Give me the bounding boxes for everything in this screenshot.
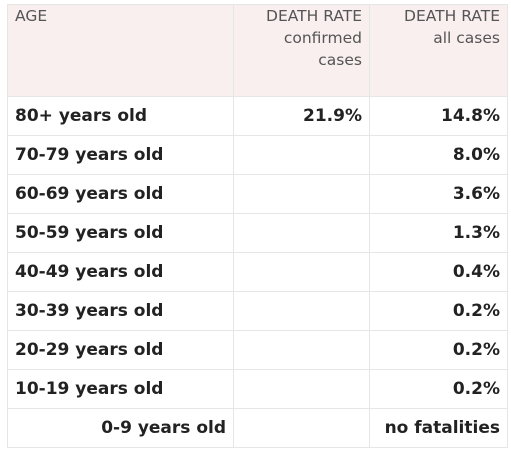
- header-confirmed-line-2: confirmed: [283, 29, 362, 47]
- age-cell: 30-39 years old: [7, 291, 234, 331]
- all-rate-cell: 1.3%: [369, 213, 508, 253]
- age-cell: 50-59 years old: [7, 213, 234, 253]
- confirmed-rate-cell: [233, 330, 370, 370]
- header-death-rate-confirmed: DEATH RATE confirmed cases: [233, 4, 370, 97]
- all-rate-cell: 0.2%: [369, 330, 508, 370]
- confirmed-rate-cell: [233, 174, 370, 214]
- header-age-label: AGE: [15, 7, 48, 25]
- age-cell: 0-9 years old: [7, 408, 234, 448]
- age-cell: 60-69 years old: [7, 174, 234, 214]
- table-row: 20-29 years old 0.2%: [7, 330, 508, 370]
- confirmed-rate-cell: [233, 252, 370, 292]
- header-all-line-1: DEATH RATE: [404, 7, 500, 25]
- all-rate-cell: 3.6%: [369, 174, 508, 214]
- table-row: 30-39 years old 0.2%: [7, 291, 508, 331]
- header-confirmed-line-3: cases: [318, 51, 362, 69]
- confirmed-rate-cell: [233, 291, 370, 331]
- header-confirmed-line-1: DEATH RATE: [266, 7, 362, 25]
- confirmed-rate-cell: [233, 213, 370, 253]
- age-cell: 20-29 years old: [7, 330, 234, 370]
- confirmed-rate-cell: [233, 135, 370, 175]
- table-row: 50-59 years old 1.3%: [7, 213, 508, 253]
- table-row: 60-69 years old 3.6%: [7, 174, 508, 214]
- confirmed-rate-cell: [233, 369, 370, 409]
- all-rate-cell: 0.2%: [369, 369, 508, 409]
- age-cell: 80+ years old: [7, 96, 234, 136]
- age-cell: 10-19 years old: [7, 369, 234, 409]
- header-age: AGE: [7, 4, 234, 97]
- all-rate-cell: 14.8%: [369, 96, 508, 136]
- header-row: AGE DEATH RATE confirmed cases DEATH RAT…: [7, 4, 508, 97]
- header-all-line-2: all cases: [433, 29, 500, 47]
- header-death-rate-all: DEATH RATE all cases: [369, 4, 508, 97]
- table-row: 10-19 years old 0.2%: [7, 369, 508, 409]
- table-row: 0-9 years old no fatalities: [7, 408, 508, 448]
- all-rate-cell: 8.0%: [369, 135, 508, 175]
- age-cell: 40-49 years old: [7, 252, 234, 292]
- age-cell: 70-79 years old: [7, 135, 234, 175]
- all-rate-cell: 0.2%: [369, 291, 508, 331]
- death-rate-table: AGE DEATH RATE confirmed cases DEATH RAT…: [7, 4, 508, 448]
- table-row: 80+ years old 21.9% 14.8%: [7, 96, 508, 136]
- confirmed-rate-cell: [233, 408, 370, 448]
- table-row: 70-79 years old 8.0%: [7, 135, 508, 175]
- all-rate-cell: 0.4%: [369, 252, 508, 292]
- confirmed-rate-cell: 21.9%: [233, 96, 370, 136]
- all-rate-cell: no fatalities: [369, 408, 508, 448]
- table-row: 40-49 years old 0.4%: [7, 252, 508, 292]
